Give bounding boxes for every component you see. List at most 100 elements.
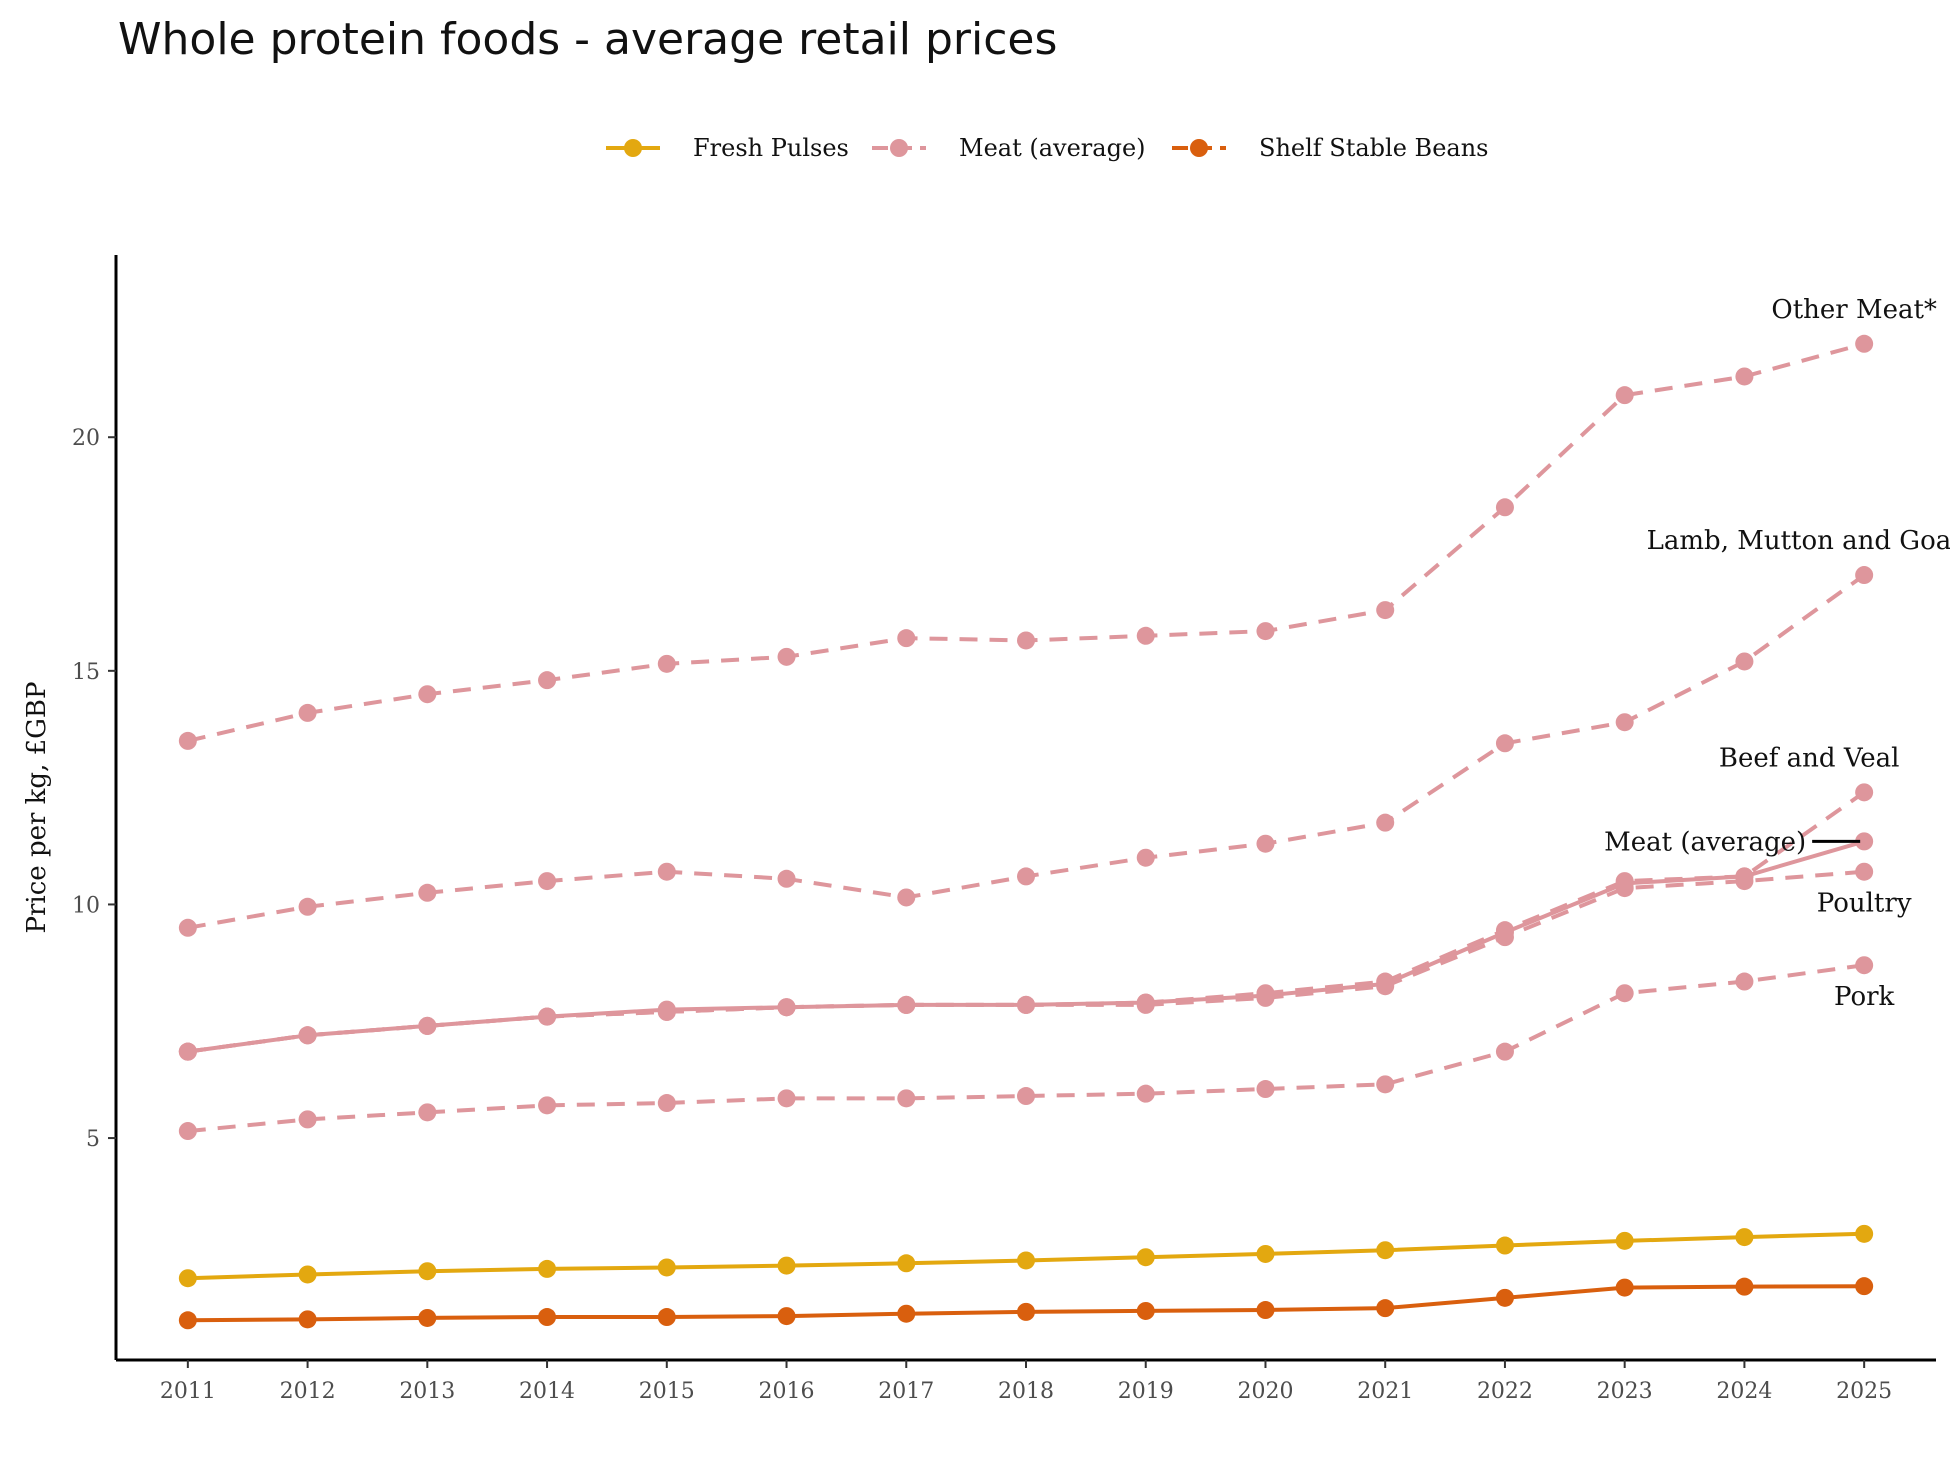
data-point-fresh-pulses [538, 1259, 557, 1278]
legend-item-meat-average: Meat (average) [872, 134, 1146, 162]
data-point-other-meat [1615, 386, 1634, 405]
data-point-shelf-stable-beans [418, 1308, 437, 1327]
annotations: Other Meat* Lamb, Mutton and Goat Beef and… [1604, 295, 1950, 1012]
data-point-other-meat [777, 647, 796, 666]
data-point-shelf-stable-beans [1136, 1301, 1155, 1320]
data-point-meat-average [1855, 832, 1874, 851]
data-point-other-meat [538, 671, 557, 690]
series-line-pork [187, 963, 1865, 1134]
data-point-other-meat [897, 629, 916, 648]
data-point-fresh-pulses [1017, 1251, 1035, 1270]
data-point-pork [298, 1110, 317, 1129]
data-point-lamb-mutton-and-goat [538, 872, 557, 891]
data-point-meat-average [1256, 986, 1275, 1005]
data-point-fresh-pulses [178, 1269, 197, 1288]
data-point-other-meat [1376, 601, 1395, 620]
data-point-shelf-stable-beans [1017, 1302, 1035, 1321]
data-point-shelf-stable-beans [298, 1310, 317, 1329]
data-point-shelf-stable-beans [1376, 1299, 1395, 1318]
data-point-lamb-mutton-and-goat [777, 869, 796, 888]
data-point-shelf-stable-beans [1735, 1277, 1754, 1296]
data-point-pork [1495, 1042, 1514, 1061]
data-point-fresh-pulses [1376, 1241, 1395, 1260]
data-point-meat-average [1376, 974, 1395, 993]
series-lamb-mutton-and-goat [178, 566, 1874, 937]
x-tick-label: 2020 [1237, 1379, 1293, 1404]
x-tick-label: 2021 [1357, 1379, 1413, 1404]
legend-item-shelf-stable-beans: Shelf Stable Beans [1172, 134, 1488, 162]
data-point-lamb-mutton-and-goat [1495, 734, 1514, 753]
data-point-shelf-stable-beans [657, 1308, 676, 1327]
y-tick-label: 10 [72, 893, 100, 918]
data-point-meat-average [1495, 923, 1514, 942]
data-point-pork [1735, 972, 1754, 991]
data-point-other-meat [1495, 498, 1514, 517]
x-tick-label: 2017 [878, 1379, 934, 1404]
legend-label: Fresh Pulses [693, 134, 849, 162]
data-point-pork [1855, 956, 1874, 975]
x-tick-label: 2012 [280, 1379, 336, 1404]
legend-label: Shelf Stable Beans [1259, 134, 1488, 162]
data-point-other-meat [1855, 334, 1874, 353]
data-point-pork [538, 1096, 557, 1115]
data-point-pork [1256, 1080, 1275, 1099]
data-point-meat-average [1136, 993, 1155, 1012]
annotation-beef-and-veal: Beef and Veal [1719, 743, 1900, 773]
annotation-lamb-mutton-and-goat: Lamb, Mutton and Goat [1647, 526, 1950, 556]
data-point-other-meat [1136, 626, 1155, 645]
data-point-pork [418, 1103, 437, 1122]
x-tick-label: 2013 [399, 1379, 455, 1404]
annotation-meat-average: Meat (average) [1604, 827, 1806, 857]
data-point-shelf-stable-beans [777, 1307, 796, 1326]
series-pork [178, 956, 1874, 1141]
data-point-fresh-pulses [1855, 1224, 1874, 1243]
data-point-pork [1136, 1084, 1155, 1103]
data-point-shelf-stable-beans [1855, 1277, 1874, 1296]
legend: Fresh Pulses Meat (average) Shelf Stable B… [606, 134, 1488, 162]
data-point-lamb-mutton-and-goat [1017, 867, 1035, 886]
data-point-shelf-stable-beans [1615, 1278, 1634, 1297]
data-point-poultry [1855, 862, 1874, 881]
data-point-lamb-mutton-and-goat [1256, 834, 1275, 853]
data-point-shelf-stable-beans [1256, 1301, 1275, 1320]
data-point-pork [1376, 1075, 1395, 1094]
data-point-meat-average [897, 995, 916, 1014]
x-tick-label: 2014 [519, 1379, 575, 1404]
x-tick-label: 2016 [759, 1379, 815, 1404]
data-point-fresh-pulses [1615, 1231, 1634, 1250]
data-point-meat-average [538, 1007, 557, 1026]
series-other-meat [178, 334, 1874, 750]
data-point-pork [657, 1094, 676, 1113]
data-point-lamb-mutton-and-goat [178, 918, 197, 937]
x-tick-label: 2022 [1477, 1379, 1533, 1404]
y-axis-label: Price per kg, £GBP [22, 681, 52, 933]
data-point-shelf-stable-beans [178, 1311, 197, 1330]
data-point-fresh-pulses [298, 1265, 317, 1284]
data-point-lamb-mutton-and-goat [897, 888, 916, 907]
data-point-other-meat [1256, 622, 1275, 641]
legend-swatch-point [624, 139, 642, 157]
data-point-lamb-mutton-and-goat [1376, 813, 1395, 832]
data-point-fresh-pulses [1735, 1228, 1754, 1247]
data-point-lamb-mutton-and-goat [1136, 848, 1155, 867]
x-tick-label: 2025 [1836, 1379, 1892, 1404]
data-point-pork [777, 1089, 796, 1108]
data-point-meat-average [1735, 867, 1754, 886]
data-point-fresh-pulses [418, 1262, 437, 1281]
data-point-lamb-mutton-and-goat [657, 862, 676, 881]
series-fresh-pulses [178, 1224, 1874, 1288]
data-point-fresh-pulses [1136, 1248, 1155, 1267]
y-tick-label: 15 [72, 660, 100, 685]
data-point-lamb-mutton-and-goat [298, 897, 317, 916]
series-line-other-meat [187, 341, 1865, 743]
x-tick-label: 2024 [1716, 1379, 1772, 1404]
annotation-other-meat: Other Meat* [1771, 295, 1937, 325]
data-point-other-meat [1735, 367, 1754, 386]
data-point-fresh-pulses [657, 1258, 676, 1277]
data-point-shelf-stable-beans [538, 1308, 557, 1327]
data-point-other-meat [178, 731, 197, 750]
y-tick-label: 5 [86, 1127, 100, 1152]
data-point-other-meat [1017, 631, 1035, 650]
data-point-fresh-pulses [897, 1254, 916, 1273]
data-point-pork [1615, 984, 1634, 1003]
